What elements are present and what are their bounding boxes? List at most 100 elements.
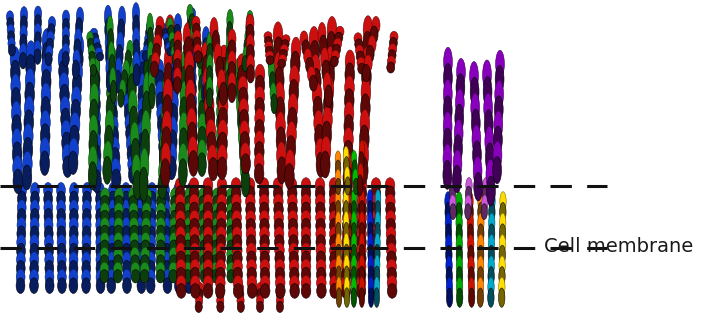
Ellipse shape	[456, 213, 462, 232]
Ellipse shape	[17, 209, 26, 224]
Ellipse shape	[335, 160, 341, 176]
Ellipse shape	[335, 211, 341, 231]
Ellipse shape	[169, 247, 178, 261]
Ellipse shape	[386, 235, 396, 249]
Ellipse shape	[200, 225, 208, 238]
Ellipse shape	[444, 192, 451, 211]
Ellipse shape	[477, 256, 484, 275]
Ellipse shape	[74, 39, 81, 58]
Ellipse shape	[241, 169, 250, 197]
Ellipse shape	[217, 282, 224, 294]
Ellipse shape	[236, 89, 245, 118]
Ellipse shape	[148, 69, 155, 95]
Ellipse shape	[135, 200, 144, 216]
Ellipse shape	[226, 210, 236, 224]
Ellipse shape	[274, 52, 284, 79]
Ellipse shape	[290, 284, 300, 298]
Ellipse shape	[156, 203, 165, 216]
Ellipse shape	[287, 121, 296, 147]
Ellipse shape	[175, 194, 185, 209]
Ellipse shape	[356, 51, 364, 62]
Ellipse shape	[368, 284, 378, 298]
Ellipse shape	[343, 194, 352, 209]
Ellipse shape	[344, 201, 349, 220]
Ellipse shape	[203, 251, 213, 266]
Ellipse shape	[151, 61, 158, 77]
Ellipse shape	[499, 245, 506, 265]
Ellipse shape	[200, 232, 208, 246]
Ellipse shape	[175, 218, 185, 233]
Ellipse shape	[226, 218, 236, 231]
Ellipse shape	[146, 278, 155, 294]
Ellipse shape	[125, 50, 131, 68]
Ellipse shape	[241, 143, 250, 163]
Ellipse shape	[467, 203, 474, 222]
Ellipse shape	[108, 217, 116, 233]
Text: Cell membrane: Cell membrane	[544, 238, 693, 257]
Ellipse shape	[173, 35, 180, 54]
Ellipse shape	[471, 93, 479, 122]
Ellipse shape	[316, 218, 325, 233]
Ellipse shape	[175, 269, 183, 285]
Ellipse shape	[344, 233, 349, 253]
Ellipse shape	[345, 177, 351, 195]
Ellipse shape	[233, 251, 242, 266]
Ellipse shape	[240, 132, 250, 152]
Ellipse shape	[11, 101, 21, 126]
Ellipse shape	[104, 125, 114, 153]
Ellipse shape	[17, 226, 26, 241]
Ellipse shape	[34, 15, 41, 30]
Ellipse shape	[72, 73, 82, 97]
Ellipse shape	[42, 56, 51, 80]
Ellipse shape	[226, 188, 236, 201]
Ellipse shape	[106, 70, 114, 93]
Ellipse shape	[45, 278, 54, 294]
Ellipse shape	[204, 80, 213, 104]
Ellipse shape	[16, 269, 25, 285]
Ellipse shape	[203, 267, 213, 282]
Ellipse shape	[30, 260, 38, 276]
Ellipse shape	[218, 120, 228, 142]
Ellipse shape	[469, 288, 475, 307]
Ellipse shape	[165, 43, 173, 51]
Ellipse shape	[212, 247, 220, 261]
Ellipse shape	[141, 225, 151, 238]
Ellipse shape	[170, 188, 180, 201]
Ellipse shape	[47, 31, 54, 44]
Ellipse shape	[130, 232, 138, 246]
Ellipse shape	[315, 178, 324, 192]
Ellipse shape	[320, 35, 327, 58]
Ellipse shape	[106, 72, 116, 92]
Ellipse shape	[275, 284, 285, 298]
Ellipse shape	[187, 122, 197, 148]
Ellipse shape	[216, 259, 225, 274]
Ellipse shape	[155, 81, 165, 101]
Ellipse shape	[114, 232, 123, 246]
Ellipse shape	[288, 178, 297, 192]
Ellipse shape	[469, 277, 475, 297]
Ellipse shape	[91, 131, 101, 154]
Ellipse shape	[219, 70, 229, 92]
Ellipse shape	[372, 17, 380, 34]
Ellipse shape	[329, 178, 339, 192]
Ellipse shape	[143, 72, 152, 106]
Ellipse shape	[142, 51, 149, 61]
Ellipse shape	[386, 243, 396, 258]
Ellipse shape	[361, 94, 370, 122]
Ellipse shape	[277, 157, 287, 184]
Ellipse shape	[484, 93, 493, 123]
Ellipse shape	[174, 243, 183, 259]
Ellipse shape	[185, 28, 192, 40]
Ellipse shape	[163, 269, 172, 285]
Ellipse shape	[362, 65, 370, 82]
Ellipse shape	[301, 251, 311, 266]
Ellipse shape	[498, 277, 505, 297]
Ellipse shape	[18, 183, 26, 198]
Ellipse shape	[288, 107, 297, 133]
Ellipse shape	[70, 183, 78, 198]
Ellipse shape	[34, 40, 41, 56]
Ellipse shape	[162, 127, 171, 156]
Ellipse shape	[472, 125, 481, 153]
Ellipse shape	[457, 277, 463, 297]
Ellipse shape	[449, 177, 455, 193]
